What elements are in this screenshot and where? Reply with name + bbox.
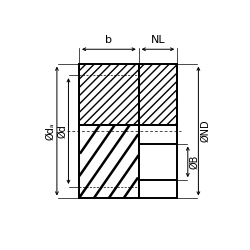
Polygon shape [139,64,177,125]
Text: ØND: ØND [200,120,210,142]
Polygon shape [79,64,139,125]
Text: NL: NL [151,36,165,46]
Text: b: b [106,36,112,46]
Text: Ød: Ød [57,124,67,138]
Text: Ødₐ: Ødₐ [45,122,55,140]
Polygon shape [139,125,177,198]
Polygon shape [79,125,139,198]
Text: ØB: ØB [190,155,200,169]
